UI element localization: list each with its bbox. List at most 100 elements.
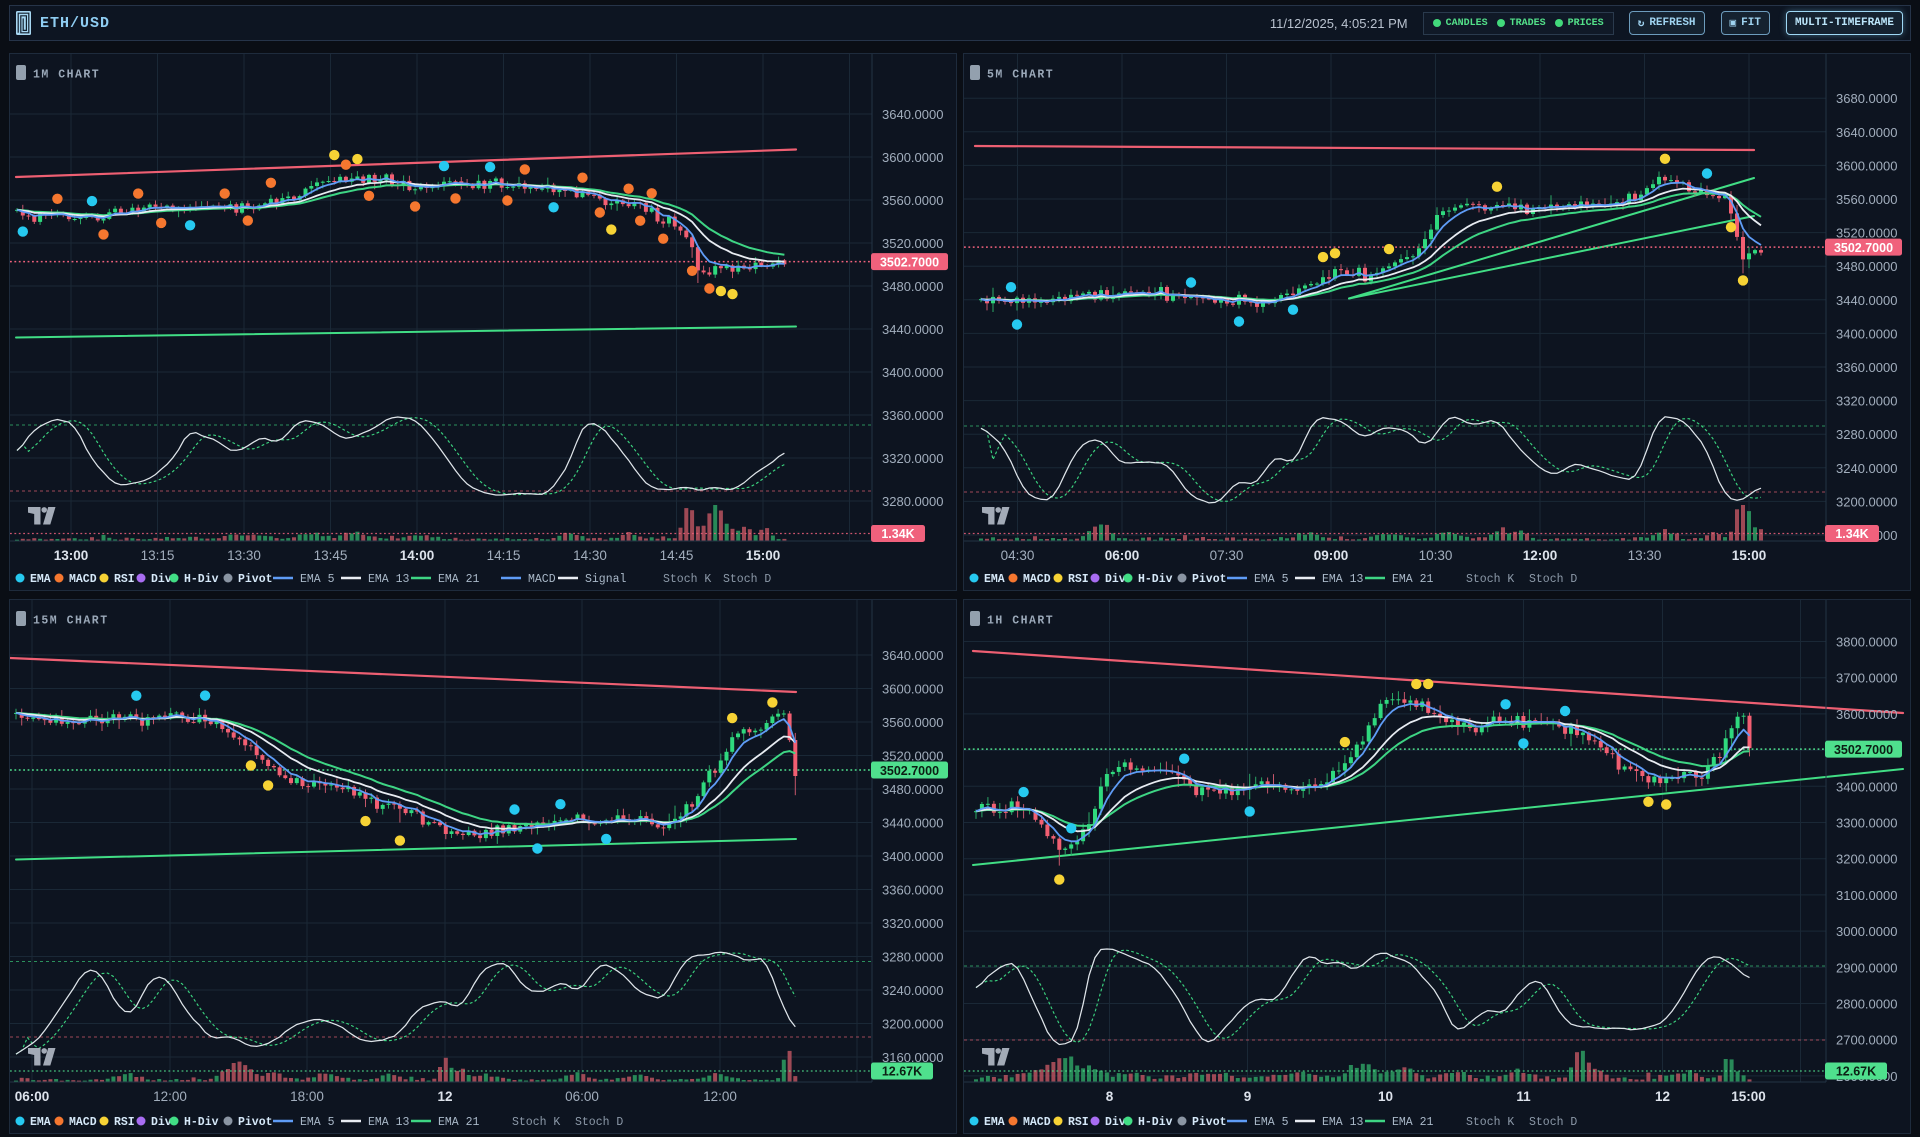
svg-text:3160.0000: 3160.0000 (882, 1050, 943, 1065)
svg-text:18:00: 18:00 (290, 1089, 324, 1104)
svg-text:3280.0000: 3280.0000 (882, 494, 943, 509)
svg-text:15:00: 15:00 (1732, 548, 1767, 563)
svg-text:Stoch D: Stoch D (575, 1116, 623, 1129)
svg-text:EMA 13: EMA 13 (1322, 573, 1364, 586)
svg-text:EMA: EMA (984, 1116, 1005, 1129)
svg-text:11: 11 (1516, 1089, 1531, 1104)
svg-text:1.34K: 1.34K (1835, 527, 1868, 541)
svg-text:3200.0000: 3200.0000 (1836, 852, 1897, 867)
svg-text:MACD: MACD (69, 1116, 97, 1129)
svg-text:EMA: EMA (984, 573, 1005, 586)
svg-text:13:30: 13:30 (1628, 548, 1662, 563)
svg-text:1H CHART: 1H CHART (987, 615, 1054, 628)
svg-text:3200.0000: 3200.0000 (1836, 494, 1897, 509)
svg-text:06:00: 06:00 (1105, 548, 1140, 563)
svg-text:3440.0000: 3440.0000 (882, 322, 943, 337)
svg-text:3200.0000: 3200.0000 (882, 1017, 943, 1032)
svg-text:MACD: MACD (1023, 1116, 1051, 1129)
svg-text:3480.0000: 3480.0000 (882, 782, 943, 797)
svg-text:3520.0000: 3520.0000 (1836, 226, 1897, 241)
svg-text:13:45: 13:45 (314, 548, 348, 563)
svg-text:3400.0000: 3400.0000 (882, 849, 943, 864)
svg-text:14:15: 14:15 (487, 548, 521, 563)
svg-text:3000.0000: 3000.0000 (1836, 924, 1897, 939)
svg-text:13:30: 13:30 (227, 548, 261, 563)
svg-text:Stoch D: Stoch D (1529, 573, 1577, 586)
svg-text:3502.7000: 3502.7000 (1834, 743, 1893, 757)
svg-text:1.34K: 1.34K (881, 527, 914, 541)
svg-text:3520.0000: 3520.0000 (882, 749, 943, 764)
svg-text:07:30: 07:30 (1210, 548, 1244, 563)
svg-text:3300.0000: 3300.0000 (1836, 816, 1897, 831)
svg-text:12: 12 (1655, 1089, 1670, 1104)
svg-text:3480.0000: 3480.0000 (1836, 259, 1897, 274)
svg-text:3100.0000: 3100.0000 (1836, 888, 1897, 903)
svg-text:3280.0000: 3280.0000 (882, 950, 943, 965)
svg-text:3560.0000: 3560.0000 (882, 193, 943, 208)
svg-text:3240.0000: 3240.0000 (882, 983, 943, 998)
svg-text:8: 8 (1106, 1089, 1114, 1104)
svg-text:3440.0000: 3440.0000 (882, 816, 943, 831)
svg-text:3480.0000: 3480.0000 (882, 279, 943, 294)
svg-text:1M CHART: 1M CHART (33, 69, 100, 82)
svg-text:EMA 21: EMA 21 (1392, 573, 1434, 586)
svg-text:H-Div: H-Div (184, 573, 219, 586)
svg-text:3560.0000: 3560.0000 (882, 715, 943, 730)
svg-text:EMA 5: EMA 5 (300, 1116, 335, 1129)
svg-text:3600.0000: 3600.0000 (882, 682, 943, 697)
svg-text:15:00: 15:00 (1731, 1089, 1766, 1104)
svg-text:14:45: 14:45 (660, 548, 694, 563)
svg-text:Stoch K: Stoch K (1466, 573, 1514, 586)
svg-text:12.67K: 12.67K (1836, 1065, 1876, 1079)
svg-text:12.67K: 12.67K (882, 1065, 922, 1079)
svg-text:06:00: 06:00 (15, 1089, 50, 1104)
svg-text:13:00: 13:00 (54, 548, 89, 563)
svg-text:06:00: 06:00 (565, 1089, 599, 1104)
svg-text:EMA 5: EMA 5 (1254, 573, 1289, 586)
svg-text:Signal: Signal (585, 573, 627, 586)
svg-text:3360.0000: 3360.0000 (882, 883, 943, 898)
svg-text:EMA: EMA (30, 1116, 51, 1129)
svg-text:H-Div: H-Div (1138, 573, 1173, 586)
svg-text:Pivot: Pivot (1192, 573, 1227, 586)
svg-text:3600.0000: 3600.0000 (882, 150, 943, 165)
svg-text:EMA 21: EMA 21 (438, 573, 480, 586)
svg-text:Div: Div (151, 573, 172, 586)
svg-text:3240.0000: 3240.0000 (1836, 461, 1897, 476)
svg-text:3320.0000: 3320.0000 (882, 451, 943, 466)
svg-text:10: 10 (1378, 1089, 1393, 1104)
svg-text:10:30: 10:30 (1419, 548, 1453, 563)
svg-text:2700.0000: 2700.0000 (1836, 1033, 1897, 1048)
svg-text:EMA 13: EMA 13 (1322, 1116, 1364, 1129)
svg-text:3440.0000: 3440.0000 (1836, 293, 1897, 308)
svg-text:H-Div: H-Div (184, 1116, 219, 1129)
svg-text:3560.0000: 3560.0000 (1836, 192, 1897, 207)
svg-text:RSI: RSI (114, 1116, 135, 1129)
svg-text:3502.7000: 3502.7000 (880, 256, 939, 270)
svg-text:Pivot: Pivot (238, 573, 273, 586)
svg-text:3700.0000: 3700.0000 (1836, 671, 1897, 686)
svg-text:3600.0000: 3600.0000 (1836, 158, 1897, 173)
svg-text:EMA 5: EMA 5 (1254, 1116, 1289, 1129)
svg-text:5M CHART: 5M CHART (987, 69, 1054, 82)
svg-text:Div: Div (151, 1116, 172, 1129)
svg-text:3360.0000: 3360.0000 (1836, 360, 1897, 375)
svg-text:3320.0000: 3320.0000 (882, 916, 943, 931)
svg-text:Stoch D: Stoch D (723, 573, 771, 586)
svg-text:12: 12 (437, 1089, 452, 1104)
svg-text:04:30: 04:30 (1001, 548, 1035, 563)
svg-text:12:00: 12:00 (153, 1089, 187, 1104)
svg-text:3640.0000: 3640.0000 (882, 648, 943, 663)
svg-text:EMA 13: EMA 13 (368, 573, 410, 586)
svg-text:09:00: 09:00 (1314, 548, 1349, 563)
svg-text:3800.0000: 3800.0000 (1836, 635, 1897, 650)
svg-text:RSI: RSI (1068, 1116, 1089, 1129)
svg-text:Div: Div (1105, 1116, 1126, 1129)
svg-text:3600.0000: 3600.0000 (1836, 707, 1897, 722)
svg-text:3520.0000: 3520.0000 (882, 236, 943, 251)
svg-text:EMA: EMA (30, 573, 51, 586)
svg-text:3400.0000: 3400.0000 (882, 365, 943, 380)
svg-text:3400.0000: 3400.0000 (1836, 326, 1897, 341)
svg-text:3280.0000: 3280.0000 (1836, 427, 1897, 442)
svg-text:EMA 21: EMA 21 (438, 1116, 480, 1129)
